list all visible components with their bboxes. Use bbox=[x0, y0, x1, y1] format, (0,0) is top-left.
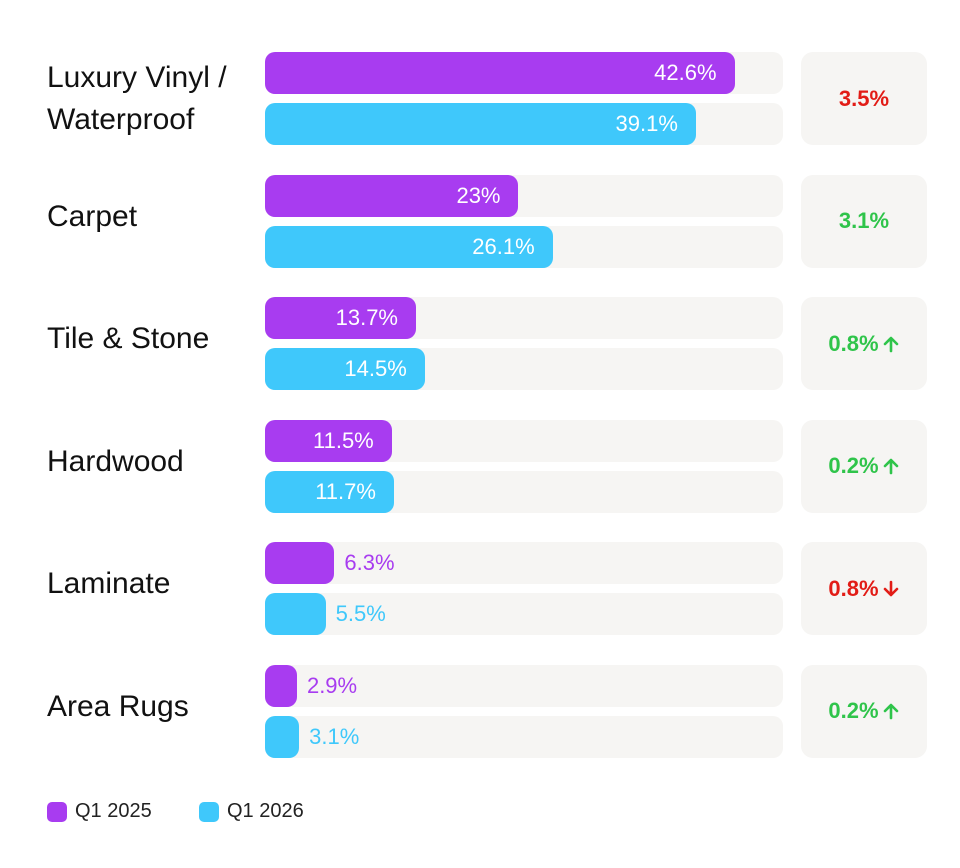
data-label: 6.3% bbox=[344, 550, 395, 575]
data-label: 13.7% bbox=[335, 305, 398, 330]
category-label: Laminate bbox=[47, 567, 171, 600]
bar-track: 26.1% bbox=[265, 225, 783, 268]
change-value: 3.1% bbox=[838, 208, 890, 233]
change-value: 0.8% bbox=[828, 330, 879, 356]
category-label: Hardwood bbox=[47, 444, 184, 478]
change-value: 3.5% bbox=[838, 85, 890, 111]
legend-label: Q1 2025 bbox=[75, 800, 152, 822]
data-label: 42.6% bbox=[654, 60, 717, 85]
data-label: 14.5% bbox=[344, 356, 407, 381]
change-value: 0.8% bbox=[828, 575, 879, 601]
bar-track: 11.7% bbox=[265, 470, 783, 513]
change-value: 0.2% bbox=[828, 453, 879, 478]
bar-q1-2026 bbox=[265, 593, 326, 635]
data-label: 11.5% bbox=[313, 427, 374, 453]
bar-q1-2025 bbox=[265, 419, 392, 462]
bar-track: 6.3% bbox=[265, 542, 783, 584]
change-badge: 0.2% bbox=[801, 419, 927, 513]
bar-track: 23% bbox=[265, 174, 783, 217]
arrow-up-icon bbox=[883, 703, 898, 720]
legend-swatch bbox=[199, 801, 219, 822]
bar-track: 14.5% bbox=[265, 348, 783, 390]
change-badge: 0.8% bbox=[801, 297, 927, 390]
category-label: Tile & Stone bbox=[47, 322, 210, 355]
data-label: 23% bbox=[456, 182, 501, 208]
change-badge: 3.1% bbox=[801, 174, 927, 268]
arrow-up-icon bbox=[883, 458, 898, 475]
legend-item: Q1 2026 bbox=[199, 800, 304, 823]
bar-track: 13.7% bbox=[265, 297, 783, 339]
arrow-down-icon bbox=[883, 580, 898, 596]
bar-q1-2026 bbox=[265, 715, 300, 758]
bar-q1-2025 bbox=[265, 542, 335, 584]
arrow-up-icon bbox=[883, 336, 898, 352]
change-value: 0.2% bbox=[828, 698, 879, 723]
data-label: 5.5% bbox=[335, 601, 386, 626]
legend-label: Q1 2026 bbox=[227, 800, 304, 822]
change-badge: 0.8% bbox=[801, 542, 927, 635]
legend-swatch bbox=[47, 801, 67, 822]
bar-q1-2025 bbox=[265, 52, 735, 94]
category-label: Area Rugs bbox=[47, 689, 189, 723]
bar-q1-2026 bbox=[265, 470, 394, 513]
category-label: Luxury Vinyl / Waterproof bbox=[47, 61, 227, 136]
bar-q1-2026 bbox=[265, 103, 696, 145]
bar-q1-2025 bbox=[265, 297, 416, 339]
bar-q1-2026 bbox=[265, 225, 553, 268]
bar-q1-2026 bbox=[265, 348, 425, 390]
bar-track: 39.1% bbox=[265, 103, 783, 145]
bar-track: 2.9% bbox=[265, 664, 783, 707]
bar-q1-2025 bbox=[265, 174, 519, 217]
data-label: 3.1% bbox=[309, 723, 360, 749]
bar-track: 42.6% bbox=[265, 52, 783, 94]
data-label: 11.7% bbox=[315, 478, 376, 504]
data-label: 39.1% bbox=[615, 111, 678, 136]
bar-q1-2025 bbox=[265, 664, 297, 707]
bar-track: 5.5% bbox=[265, 593, 783, 635]
bar-track: 3.1% bbox=[265, 715, 783, 758]
change-badge: 3.5% bbox=[801, 52, 927, 145]
data-label: 2.9% bbox=[306, 672, 358, 698]
change-badge: 0.2% bbox=[801, 664, 927, 758]
legend-item: Q1 2025 bbox=[47, 800, 152, 823]
category-label: Carpet bbox=[47, 199, 138, 233]
bar-track: 11.5% bbox=[265, 419, 783, 462]
data-label: 26.1% bbox=[472, 233, 535, 259]
